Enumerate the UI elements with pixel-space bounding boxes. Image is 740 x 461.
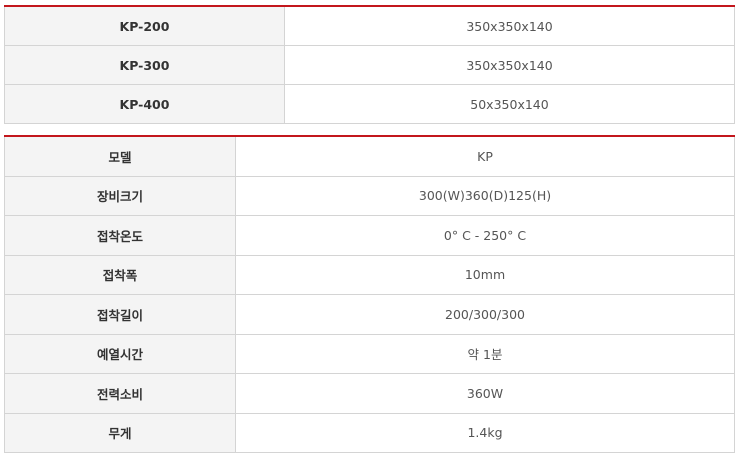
row-label: 접착폭 bbox=[4, 254, 236, 295]
models-table: KP-200 350x350x140 KP-300 350x350x140 KP-400… bbox=[4, 5, 735, 124]
table-row: 예열시간 약 1분 bbox=[4, 333, 735, 374]
row-label: KP-400 bbox=[4, 84, 285, 124]
row-value: 50x350x140 bbox=[284, 84, 735, 124]
table-row: 접착온도 0° C - 250° C bbox=[4, 215, 735, 256]
row-value: 350x350x140 bbox=[284, 45, 735, 85]
row-value: 0° C - 250° C bbox=[235, 215, 735, 256]
row-label: KP-300 bbox=[4, 45, 285, 85]
table-row: 모델 KP bbox=[4, 135, 735, 177]
row-label: 접착온도 bbox=[4, 215, 236, 256]
spec-table: 모델 KP 장비크기 300(W)360(D)125(H) 접착온도 0° C - 250… bbox=[4, 135, 735, 453]
table-row: KP-300 350x350x140 bbox=[4, 45, 735, 85]
table-row: 무게 1.4kg bbox=[4, 412, 735, 453]
row-label: 접착길이 bbox=[4, 294, 236, 335]
row-value: 약 1분 bbox=[235, 333, 735, 374]
table-row: KP-200 350x350x140 bbox=[4, 5, 735, 46]
row-label: 예열시간 bbox=[4, 333, 236, 374]
row-value: 360W bbox=[235, 373, 735, 414]
row-value: KP bbox=[235, 135, 735, 177]
table-row: 접착길이 200/300/300 bbox=[4, 294, 735, 335]
row-value: 300(W)360(D)125(H) bbox=[235, 175, 735, 216]
row-label: 전력소비 bbox=[4, 373, 236, 414]
row-value: 350x350x140 bbox=[284, 5, 735, 46]
row-label: KP-200 bbox=[4, 5, 285, 46]
row-label: 무게 bbox=[4, 412, 236, 453]
table-row: 전력소비 360W bbox=[4, 373, 735, 414]
table-row: 장비크기 300(W)360(D)125(H) bbox=[4, 175, 735, 216]
row-value: 200/300/300 bbox=[235, 294, 735, 335]
table-row: KP-400 50x350x140 bbox=[4, 84, 735, 124]
row-value: 10mm bbox=[235, 254, 735, 295]
table-row: 접착폭 10mm bbox=[4, 254, 735, 295]
row-value: 1.4kg bbox=[235, 412, 735, 453]
row-label: 모델 bbox=[4, 135, 236, 177]
row-label: 장비크기 bbox=[4, 175, 236, 216]
